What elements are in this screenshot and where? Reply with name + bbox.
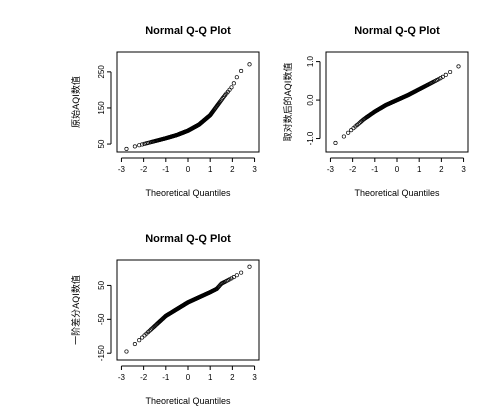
x-tick-label: -2 (140, 165, 148, 174)
x-tick-label: -3 (118, 165, 126, 174)
x-axis: -3 -2 -1 0 1 2 3 (118, 365, 257, 382)
qq-point (333, 140, 338, 146)
qq-point (346, 130, 351, 135)
x-axis: -3 -2 -1 0 1 2 3 (118, 157, 257, 174)
qq-point (148, 327, 153, 332)
y-axis: -150 -50 50 (97, 280, 112, 362)
x-tick-label: -1 (371, 165, 379, 174)
qq-panel-diff-aqi: Normal Q-Q Plot -3 -2 -1 0 1 2 3 -150 -50 50 The… (70, 233, 260, 406)
data-points (333, 64, 461, 146)
x-tick-label: -3 (327, 165, 335, 174)
y-axis: 50 150 250 (97, 65, 112, 149)
x-tick-label: 3 (461, 165, 466, 174)
y-axis: -1.0 0.0 1.0 (306, 56, 321, 145)
x-axis: -3 -2 -1 0 1 2 3 (327, 157, 466, 174)
x-tick-label: 3 (252, 373, 257, 382)
qq-point (247, 264, 252, 269)
x-tick-label: -1 (162, 165, 170, 174)
plot-frame (325, 51, 469, 153)
y-axis-label: 原始AQI数值 (70, 76, 82, 128)
qq-point (227, 277, 232, 282)
data-points (124, 62, 252, 151)
qq-point (231, 275, 236, 280)
x-tick-label: 2 (230, 165, 235, 174)
qq-panel-log-aqi: Normal Q-Q Plot -3 -2 -1 0 1 2 3 -1.0 0.0 1.0 Th… (282, 25, 469, 198)
y-tick-label: 50 (97, 280, 106, 289)
y-tick-label: 50 (97, 139, 106, 148)
qq-point (436, 77, 441, 82)
qq-point (140, 142, 145, 147)
y-tick-label: -1.0 (306, 131, 315, 145)
qq-point (357, 120, 362, 125)
qq-point (247, 62, 252, 67)
x-tick-label: 1 (208, 165, 213, 174)
y-tick-label: -50 (97, 313, 106, 325)
panel-title: Normal Q-Q Plot (145, 233, 231, 245)
qq-point (229, 85, 234, 90)
y-tick-label: 1.0 (306, 56, 315, 68)
x-tick-label: 1 (417, 165, 422, 174)
y-axis-label: 取对数后的AQI数值 (282, 63, 294, 142)
plot-frame (116, 51, 260, 153)
x-tick-label: -2 (140, 373, 148, 382)
x-tick-label: -1 (162, 373, 170, 382)
x-tick-label: -2 (349, 165, 357, 174)
qq-point (132, 342, 137, 347)
x-tick-label: 1 (208, 373, 213, 382)
plot-frame (116, 259, 260, 361)
y-tick-label: 250 (97, 65, 106, 79)
qq-point (239, 68, 244, 74)
qq-point (341, 134, 346, 139)
qq-point (132, 144, 137, 149)
panel-title: Normal Q-Q Plot (354, 25, 440, 37)
x-tick-label: 2 (230, 373, 235, 382)
x-axis-label: Theoretical Quantiles (145, 396, 231, 406)
qq-point (448, 69, 453, 75)
y-axis-label: 一阶差分AQI数值 (70, 275, 82, 345)
data-points (124, 264, 252, 354)
qq-point (440, 74, 445, 79)
qq-point (231, 81, 236, 86)
qq-point (456, 64, 461, 69)
qq-point (124, 349, 129, 354)
qq-point (137, 338, 142, 343)
x-tick-label: 3 (252, 165, 257, 174)
y-tick-label: 0.0 (306, 94, 315, 106)
panel-title: Normal Q-Q Plot (145, 25, 231, 37)
x-tick-label: 0 (186, 165, 191, 174)
x-tick-label: 0 (186, 373, 191, 382)
y-tick-label: 150 (97, 101, 106, 115)
qq-point (124, 146, 129, 151)
x-axis-label: Theoretical Quantiles (354, 188, 440, 198)
qq-point (234, 75, 239, 80)
x-tick-label: 0 (395, 165, 400, 174)
qq-point (140, 335, 145, 340)
y-tick-label: -150 (97, 345, 106, 362)
x-axis-label: Theoretical Quantiles (145, 188, 231, 198)
x-tick-label: -3 (118, 373, 126, 382)
qq-point (443, 72, 448, 77)
qq-panel-original-aqi: Normal Q-Q Plot -3 -2 -1 0 1 2 3 50 150 250 Theo… (70, 25, 260, 198)
x-tick-label: 2 (439, 165, 444, 174)
qq-point (239, 270, 244, 275)
qq-point (142, 141, 147, 146)
qq-point (349, 128, 354, 133)
qq-point (234, 273, 239, 278)
